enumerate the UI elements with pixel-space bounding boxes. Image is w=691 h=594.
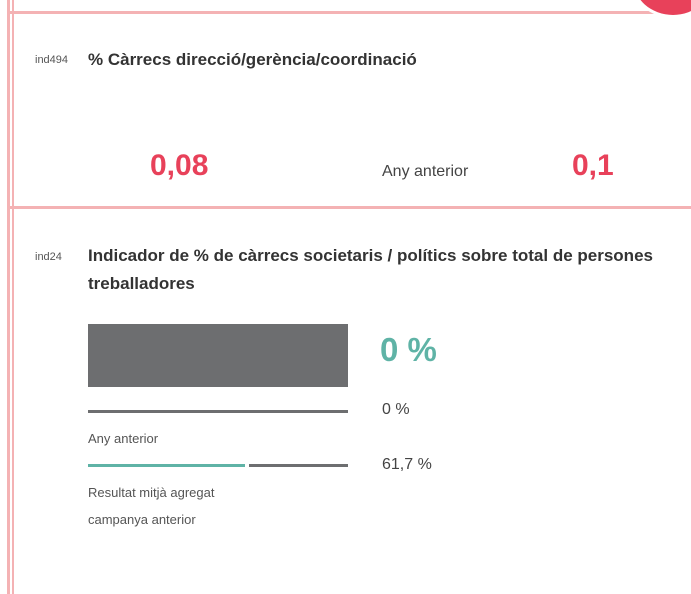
- average-label: Resultat mitjà agregat: [88, 485, 215, 500]
- indicator-code: ind24: [35, 251, 62, 263]
- average-value: 61,7 %: [382, 456, 432, 473]
- average-bar-rest: [249, 464, 348, 467]
- current-value: 0,08: [150, 149, 209, 182]
- indicator-title: Indicador de % de càrrecs societaris / p…: [88, 246, 653, 293]
- average-label: campanya anterior: [88, 512, 196, 527]
- indicator-title: % Càrrecs direcció/gerència/coordinació: [88, 50, 417, 69]
- separator: [7, 206, 691, 209]
- current-bar: [88, 324, 348, 387]
- indicator-code: ind494: [35, 54, 69, 66]
- previous-label: Any anterior: [88, 431, 159, 446]
- previous-value: 0 %: [382, 401, 410, 418]
- left-border: [7, 0, 10, 594]
- top-border: [7, 11, 691, 14]
- current-value: 0 %: [380, 331, 437, 368]
- left-border-inner: [12, 0, 14, 594]
- previous-bar: [88, 410, 348, 413]
- average-bar-fill: [88, 464, 245, 467]
- previous-label: Any anterior: [382, 163, 469, 180]
- corner-badge: [630, 0, 691, 18]
- previous-value: 0,1: [572, 149, 614, 182]
